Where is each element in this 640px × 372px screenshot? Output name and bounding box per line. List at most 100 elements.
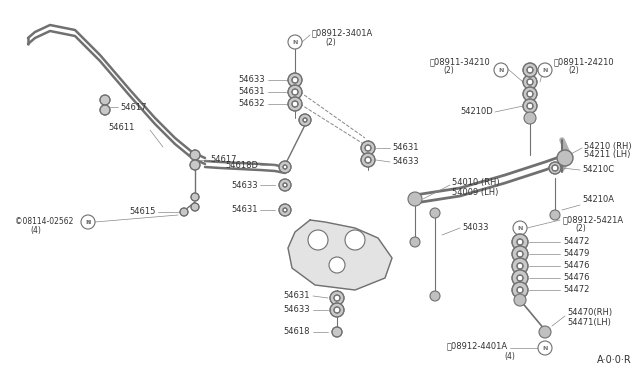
Text: 54632: 54632 [239,99,265,109]
Circle shape [523,75,537,89]
Text: N: N [499,67,504,73]
Circle shape [527,67,533,73]
Text: 54631: 54631 [284,292,310,301]
Circle shape [517,239,523,245]
Text: N: N [517,225,523,231]
Circle shape [279,161,291,173]
Circle shape [513,221,527,235]
Circle shape [549,162,561,174]
Text: 54471(LH): 54471(LH) [567,317,611,327]
Circle shape [517,251,523,257]
Text: 54633: 54633 [392,157,419,167]
Circle shape [361,153,375,167]
Text: ⓝ08912-3401A: ⓝ08912-3401A [312,29,373,38]
Text: 54210 (RH): 54210 (RH) [584,141,632,151]
Circle shape [524,112,536,124]
Circle shape [410,237,420,247]
Text: 54633: 54633 [238,76,265,84]
Circle shape [334,307,340,313]
Circle shape [538,63,552,77]
Text: N: N [542,67,548,73]
Text: ⓝ08911-34210: ⓝ08911-34210 [430,58,491,67]
Circle shape [334,295,340,301]
Circle shape [539,326,551,338]
Text: ⓝ08911-24210: ⓝ08911-24210 [554,58,614,67]
Text: N: N [292,39,298,45]
Circle shape [345,230,365,250]
Circle shape [81,215,95,229]
Circle shape [283,208,287,212]
Text: (4): (4) [504,352,515,360]
Circle shape [100,95,110,105]
Circle shape [512,234,528,250]
Text: 54631: 54631 [239,87,265,96]
Text: 54476: 54476 [563,273,589,282]
Circle shape [191,203,199,211]
Circle shape [430,291,440,301]
Text: 54210C: 54210C [582,166,614,174]
Text: 54615: 54615 [130,208,156,217]
Circle shape [512,246,528,262]
Text: 54210D: 54210D [460,108,493,116]
Circle shape [288,35,302,49]
Circle shape [523,99,537,113]
Circle shape [523,63,537,77]
Circle shape [279,204,291,216]
Text: 54470(RH): 54470(RH) [567,308,612,317]
Circle shape [288,97,302,111]
Circle shape [517,263,523,269]
Text: 54618: 54618 [284,327,310,337]
Circle shape [330,291,344,305]
Circle shape [552,165,558,171]
Text: A·0·0·R: A·0·0·R [597,355,632,365]
Circle shape [190,160,200,170]
Circle shape [512,258,528,274]
Circle shape [408,192,422,206]
Text: 54210A: 54210A [582,196,614,205]
Text: 54633: 54633 [284,305,310,314]
Text: ⓝ08912-5421A: ⓝ08912-5421A [563,215,624,224]
Circle shape [190,150,200,160]
Circle shape [550,210,560,220]
Circle shape [283,165,287,169]
Circle shape [100,105,110,115]
Circle shape [527,91,533,97]
Polygon shape [288,220,392,290]
Text: 54010 (RH): 54010 (RH) [452,179,500,187]
Text: N: N [85,219,91,224]
Text: 54033: 54033 [462,224,488,232]
Text: 54009 (LH): 54009 (LH) [452,187,499,196]
Circle shape [517,287,523,293]
Circle shape [299,114,311,126]
Text: (2): (2) [575,224,586,234]
Circle shape [557,150,573,166]
Text: 54631: 54631 [392,144,419,153]
Circle shape [329,257,345,273]
Text: N: N [542,346,548,350]
Circle shape [538,341,552,355]
Circle shape [180,208,188,216]
Circle shape [512,282,528,298]
Text: B: B [86,219,90,224]
Circle shape [292,77,298,83]
Text: (2): (2) [568,67,579,76]
Text: 54476: 54476 [563,262,589,270]
Circle shape [527,103,533,109]
Circle shape [361,141,375,155]
Text: 54479: 54479 [563,250,589,259]
Circle shape [527,79,533,85]
Text: 54211 (LH): 54211 (LH) [584,151,630,160]
Circle shape [292,101,298,107]
Circle shape [430,208,440,218]
Circle shape [517,275,523,281]
Circle shape [365,157,371,163]
Circle shape [288,85,302,99]
Text: (4): (4) [30,227,41,235]
Circle shape [292,89,298,95]
Circle shape [330,303,344,317]
Circle shape [279,179,291,191]
Text: 54633: 54633 [232,180,258,189]
Circle shape [523,87,537,101]
Circle shape [308,230,328,250]
Text: ⓝ08912-4401A: ⓝ08912-4401A [447,341,508,350]
